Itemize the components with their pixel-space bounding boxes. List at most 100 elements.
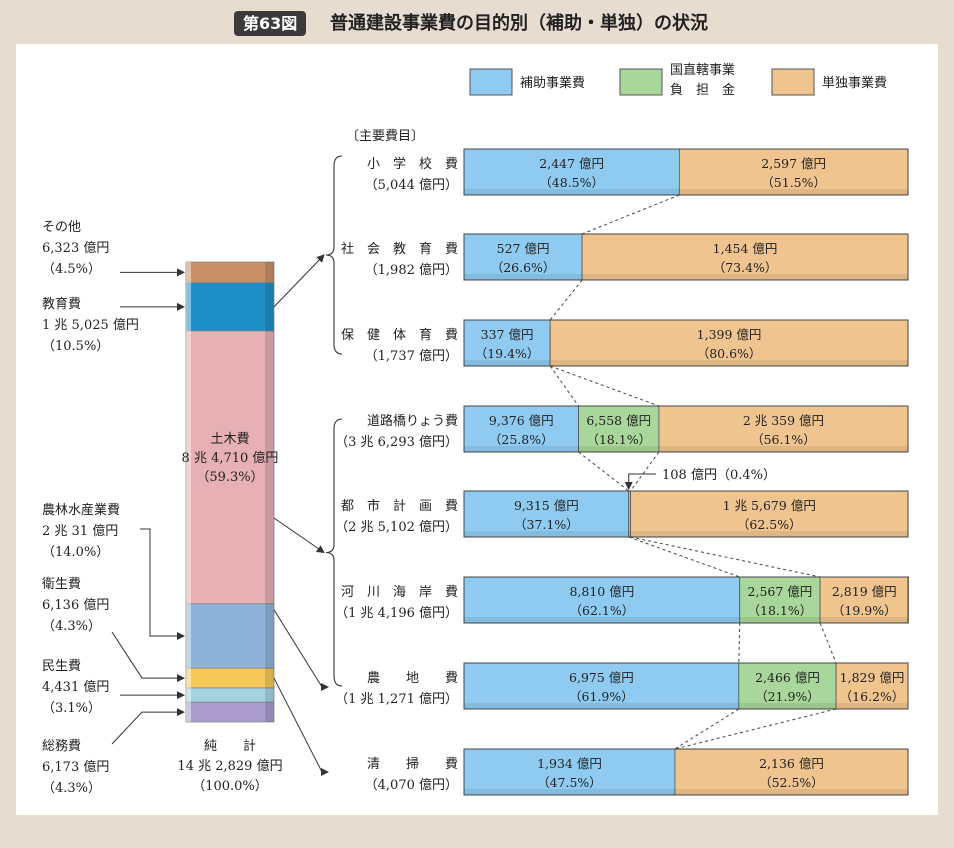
segment-share-label: （56.1%） bbox=[751, 432, 816, 447]
left-label-somu: （4.3%） bbox=[42, 781, 101, 796]
total-bar-segment-kyoiku bbox=[185, 282, 275, 332]
left-label-kyoiku: 1 兆 5,025 億円 bbox=[42, 317, 139, 333]
left-label-sonota: （4.5%） bbox=[42, 262, 101, 277]
segment-amount-label: 2,567 億円 bbox=[748, 584, 813, 599]
left-label-eisei: 衛生費 bbox=[42, 577, 81, 592]
left-label-sonota: その他 bbox=[42, 220, 81, 235]
annotation-label: 108 億円（0.4%） bbox=[662, 467, 776, 483]
row-total: （1 兆 4,196 億円） bbox=[335, 605, 458, 621]
segment-amount-label: 9,376 億円 bbox=[489, 413, 554, 428]
share-connector-line bbox=[578, 451, 630, 492]
row-bar-hojo-segment bbox=[463, 576, 741, 624]
row-bar-outline bbox=[463, 490, 909, 538]
total-bar-caption: 14 兆 2,829 億円 bbox=[177, 758, 282, 774]
chart-panel: 補助事業費 国直轄事業負 担 金 単独事業費 土木費 8 兆 4,710 億円 （59.3… bbox=[16, 44, 938, 815]
total-bar-segment-eisei bbox=[185, 667, 275, 689]
row-total: （1 兆 1,271 億円） bbox=[335, 691, 458, 707]
share-connector-line bbox=[630, 451, 660, 492]
arrow-to-education-group bbox=[273, 254, 325, 308]
left-label-minsei: 民生費 bbox=[42, 659, 81, 674]
segment-amount-label: 2,819 億円 bbox=[832, 584, 897, 599]
legend-label-hojo: 補助事業費 bbox=[520, 75, 585, 91]
row-bar-outline bbox=[463, 662, 909, 710]
segment-share-label: （26.6%） bbox=[491, 260, 556, 275]
row-total: （1,982 億円） bbox=[365, 262, 458, 278]
segment-amount-label: 2 兆 359 億円 bbox=[743, 413, 824, 428]
segment-share-label: （62.1%） bbox=[570, 603, 635, 618]
row-total: （5,044 億円） bbox=[365, 177, 458, 193]
brace-public-works-group bbox=[325, 418, 343, 687]
total-bar-label-doboku: 土木費 bbox=[210, 432, 249, 447]
total-bar-caption: 純 計 bbox=[204, 738, 256, 754]
row-bar-tandoku-segment bbox=[674, 748, 909, 796]
segment-amount-label: 1,934 億円 bbox=[537, 756, 602, 771]
segment-share-label: （62.5%） bbox=[737, 517, 802, 532]
segment-share-label: （37.1%） bbox=[514, 517, 579, 532]
segment-share-label: （52.5%） bbox=[759, 775, 824, 790]
row-bar-outline bbox=[463, 405, 909, 453]
total-bar-shadow bbox=[265, 262, 274, 722]
row-bar-tandoku-segment bbox=[630, 490, 909, 538]
row-bar-outline bbox=[463, 233, 909, 281]
left-label-somu: 総務費 bbox=[42, 739, 81, 754]
share-connector-line bbox=[630, 536, 821, 578]
row-name: 保 健 体 育 費 bbox=[341, 327, 458, 343]
share-connector-line bbox=[738, 622, 741, 664]
left-label-eisei: 6,136 億円 bbox=[42, 597, 109, 613]
brace-education-group bbox=[325, 155, 343, 355]
total-bar-segment-sonota bbox=[185, 261, 275, 284]
row-bar-tandoku-segment bbox=[819, 576, 909, 624]
total-bar-segment-minsei bbox=[185, 687, 275, 703]
segment-share-label: （18.1%） bbox=[586, 432, 651, 447]
row-bar-outline bbox=[463, 148, 909, 196]
figure-title: 普通建設事業費の目的別（補助・単独）の状況 bbox=[330, 13, 708, 34]
total-bar-label-doboku: （59.3%） bbox=[196, 470, 263, 485]
total-bar-caption: （100.0%） bbox=[192, 779, 268, 794]
segment-share-label: （48.5%） bbox=[539, 175, 604, 190]
legend-label-kokuchoku: 国直轄事業 bbox=[670, 62, 735, 78]
left-arrow-somu bbox=[111, 708, 185, 745]
segment-share-label: （19.9%） bbox=[832, 603, 897, 618]
row-bar-outline bbox=[463, 576, 909, 624]
row-bar-tandoku-segment bbox=[581, 233, 909, 281]
row-total: （1,737 億円） bbox=[365, 348, 458, 364]
row-bar-hojo-segment bbox=[463, 233, 583, 281]
legend-swatch-tandoku bbox=[771, 68, 815, 96]
left-label-somu: 6,173 億円 bbox=[42, 759, 109, 775]
row-bar-shade bbox=[464, 446, 908, 452]
left-label-sonota: 6,323 億円 bbox=[42, 240, 109, 256]
row-name: 河 川 海 岸 費 bbox=[341, 585, 458, 600]
row-name: 清 掃 費 bbox=[367, 756, 458, 772]
share-connector-line bbox=[581, 194, 680, 235]
row-total: （4,070 億円） bbox=[365, 777, 458, 793]
left-label-minsei: （3.1%） bbox=[42, 701, 101, 716]
arrow-to-cleaning-row bbox=[273, 677, 329, 776]
figure-number-badge: 第63図 bbox=[234, 11, 307, 36]
segment-amount-label: 2,447 億円 bbox=[539, 156, 604, 171]
segment-amount-label: 6,975 億円 bbox=[569, 670, 634, 685]
legend-swatch-hojo bbox=[469, 68, 513, 96]
share-connector-line bbox=[674, 708, 740, 750]
total-bar-segment-norin bbox=[185, 603, 275, 669]
total-bar-label-doboku: 8 兆 4,710 億円 bbox=[182, 450, 279, 466]
row-bar-tandoku-segment bbox=[658, 405, 909, 453]
share-connector-line bbox=[674, 708, 837, 750]
row-bar-outline bbox=[463, 748, 909, 796]
row-bar-hojo-segment bbox=[463, 148, 680, 196]
row-total: （2 兆 5,102 億円） bbox=[335, 519, 458, 535]
left-label-norin: 2 兆 31 億円 bbox=[42, 523, 118, 539]
left-label-norin: 農林水産業費 bbox=[42, 502, 120, 518]
segment-share-label: （47.5%） bbox=[537, 775, 602, 790]
row-bar-tandoku-segment bbox=[835, 662, 909, 710]
left-arrow-eisei bbox=[111, 631, 185, 683]
segment-share-label: （25.8%） bbox=[489, 432, 554, 447]
left-label-norin: （14.0%） bbox=[42, 545, 109, 560]
segment-share-label: （16.2%） bbox=[840, 689, 905, 704]
legend-label-tandoku: 単独事業費 bbox=[822, 75, 887, 91]
left-label-kyoiku: （10.5%） bbox=[42, 339, 109, 354]
segment-amount-label: 2,136 億円 bbox=[759, 756, 824, 771]
left-label-minsei: 4,431 億円 bbox=[42, 679, 109, 695]
total-bar-segment-somu bbox=[185, 701, 275, 723]
row-bar-shade bbox=[464, 703, 908, 709]
